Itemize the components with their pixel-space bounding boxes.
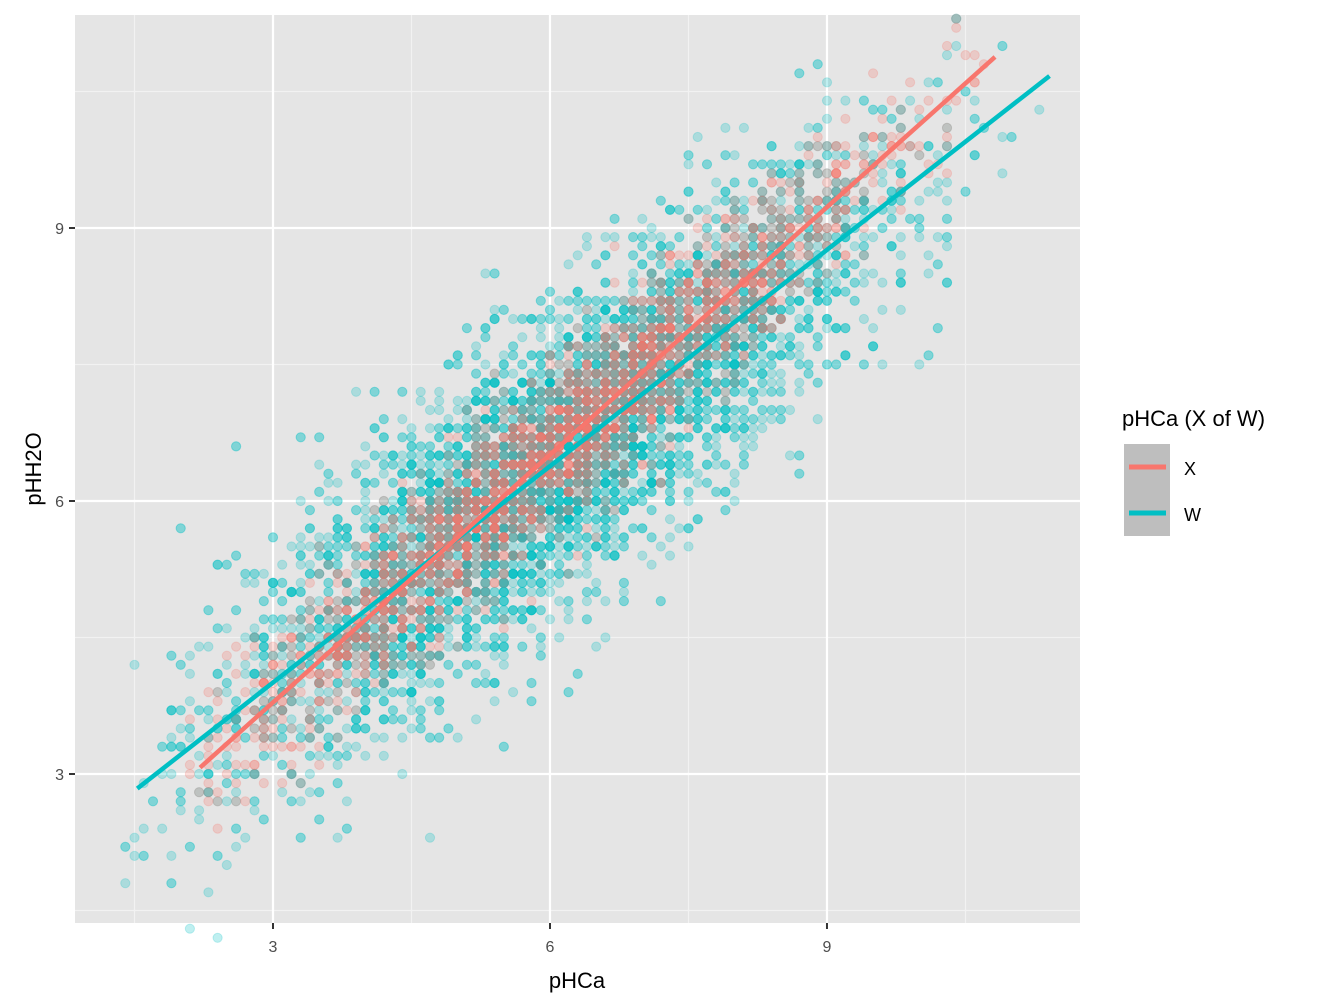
legend-title: pHCa (X of W) xyxy=(1122,406,1265,431)
y-axis: 3 6 9 xyxy=(55,221,75,784)
legend-entry-w: W xyxy=(1129,505,1201,525)
fit-line-x xyxy=(198,55,997,770)
fit-line-w xyxy=(135,74,1051,791)
x-tick-label: 6 xyxy=(546,939,555,956)
legend-entry-x: X xyxy=(1129,459,1196,479)
y-tick-label: 6 xyxy=(55,494,64,511)
x-axis: 3 6 9 xyxy=(269,923,832,956)
minor-gridlines xyxy=(75,15,1080,923)
x-tick-label: 9 xyxy=(823,939,832,956)
legend-key-background xyxy=(1124,444,1170,536)
legend-label-w: W xyxy=(1184,505,1201,525)
plot-panel xyxy=(75,15,1080,923)
data-points xyxy=(120,13,1045,943)
y-axis-title: pHH2O xyxy=(21,432,46,505)
y-tick-label: 9 xyxy=(55,221,64,238)
x-tick-label: 3 xyxy=(269,939,278,956)
legend: pHCa (X of W) X W xyxy=(1122,406,1265,536)
legend-label-x: X xyxy=(1184,459,1196,479)
y-tick-label: 3 xyxy=(55,767,64,784)
fit-lines xyxy=(135,55,1051,791)
x-axis-title: pHCa xyxy=(549,968,606,993)
